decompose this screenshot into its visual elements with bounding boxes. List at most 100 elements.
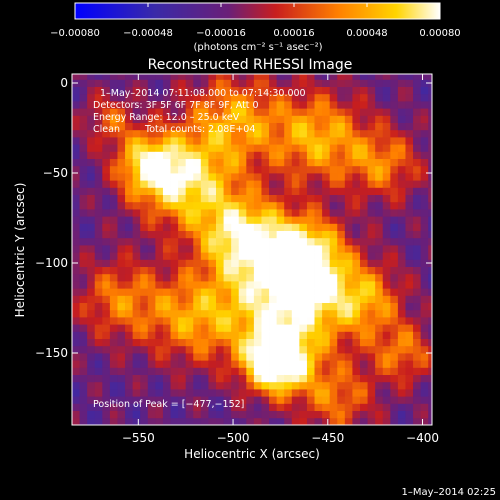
heatmap-cell: [428, 86, 432, 95]
heatmap-cell: [170, 324, 179, 332]
heatmap-cell: [428, 266, 432, 275]
heatmap-cell: [162, 417, 171, 425]
heatmap-cell: [337, 187, 346, 195]
heatmap-cell: [147, 115, 156, 123]
heatmap-cell: [397, 381, 406, 390]
heatmap-cell: [428, 101, 432, 109]
heatmap-cell: [299, 93, 308, 102]
heatmap-cell: [216, 331, 224, 339]
heatmap-cell: [223, 115, 232, 123]
heatmap-cell: [117, 245, 126, 253]
heatmap-cell: [147, 259, 156, 267]
heatmap-cell: [117, 137, 126, 145]
heatmap-cell: [132, 108, 141, 116]
heatmap-cell: [284, 273, 293, 282]
heatmap-cell: [291, 374, 300, 383]
heatmap-cell: [178, 266, 187, 275]
heatmap-cell: [94, 338, 103, 347]
heatmap-cell: [94, 403, 103, 411]
heatmap-cell: [170, 309, 179, 318]
heatmap-cell: [193, 288, 202, 296]
heatmap-cell: [269, 230, 278, 239]
heatmap-cell: [200, 173, 209, 181]
heatmap-cell: [178, 223, 187, 231]
heatmap-cell: [413, 216, 422, 224]
heatmap-cell: [178, 74, 187, 80]
heatmap-cell: [390, 317, 399, 325]
heatmap-cell: [87, 194, 96, 203]
heatmap-cell: [269, 389, 278, 397]
heatmap-cell: [231, 122, 240, 131]
heatmap-cell: [79, 288, 88, 296]
heatmap-cell: [367, 230, 376, 239]
heatmap-cell: [246, 273, 255, 282]
heatmap-cell: [94, 86, 103, 95]
heatmap-cell: [390, 331, 399, 339]
heatmap-cell: [125, 79, 134, 87]
heatmap-cell: [208, 237, 217, 246]
heatmap-cell: [246, 252, 255, 260]
heatmap-cell: [79, 216, 88, 224]
heatmap-cell: [162, 324, 171, 332]
heatmap-cell: [291, 158, 300, 167]
heatmap-cell: [405, 209, 414, 217]
heatmap-cell: [216, 115, 224, 123]
heatmap-cell: [413, 396, 422, 404]
heatmap-cell: [420, 245, 429, 253]
heatmap-cell: [94, 396, 103, 404]
heatmap-cell: [117, 302, 126, 311]
heatmap-cell: [238, 367, 247, 375]
heatmap-cell: [193, 108, 202, 116]
heatmap-cell: [87, 410, 96, 419]
heatmap-cell: [367, 180, 376, 188]
heatmap-cell: [109, 273, 118, 282]
heatmap-cell: [397, 302, 406, 311]
heatmap-cell: [420, 144, 429, 152]
heatmap-cell: [125, 302, 134, 311]
heatmap-cell: [269, 223, 278, 231]
heatmap-cell: [102, 187, 111, 195]
heatmap-cell: [352, 86, 361, 95]
heatmap-cell: [382, 86, 391, 95]
heatmap-cell: [375, 309, 384, 318]
heatmap-cell: [147, 338, 156, 347]
heatmap-cell: [246, 331, 255, 339]
heatmap-cell: [246, 93, 255, 102]
heatmap-cell: [337, 165, 346, 174]
heatmap-cell: [208, 281, 217, 289]
heatmap-cell: [140, 122, 149, 131]
heatmap-cell: [170, 360, 179, 368]
heatmap-cell: [382, 129, 391, 138]
heatmap-cell: [314, 180, 323, 188]
heatmap-cell: [314, 115, 323, 123]
heatmap-cell: [382, 180, 391, 188]
heatmap-cell: [238, 331, 247, 339]
heatmap-cell: [284, 108, 293, 116]
heatmap-cell: [231, 187, 240, 195]
heatmap-cell: [231, 108, 240, 116]
heatmap-cell: [162, 281, 171, 289]
heatmap-cell: [125, 410, 134, 419]
heatmap-cell: [185, 158, 194, 167]
heatmap-cell: [216, 137, 224, 145]
heatmap-cell: [299, 266, 308, 275]
heatmap-cell: [253, 144, 262, 152]
heatmap-cell: [420, 79, 429, 87]
heatmap-cell: [223, 331, 232, 339]
heatmap-cell: [102, 381, 111, 390]
heatmap-cell: [261, 345, 270, 354]
heatmap-cell: [360, 353, 368, 361]
heatmap-cell: [94, 209, 103, 217]
heatmap-cell: [329, 93, 338, 102]
heatmap-cell: [253, 151, 262, 159]
heatmap-cell: [329, 245, 338, 253]
heatmap-cell: [140, 353, 149, 361]
heatmap-cell: [102, 115, 111, 123]
heatmap-cell: [147, 281, 156, 289]
heatmap-cell: [155, 331, 164, 339]
heatmap-cell: [155, 129, 164, 138]
heatmap-cell: [269, 93, 278, 102]
heatmap-cell: [284, 201, 293, 210]
heatmap-cell: [246, 74, 255, 80]
heatmap-cell: [314, 266, 323, 275]
